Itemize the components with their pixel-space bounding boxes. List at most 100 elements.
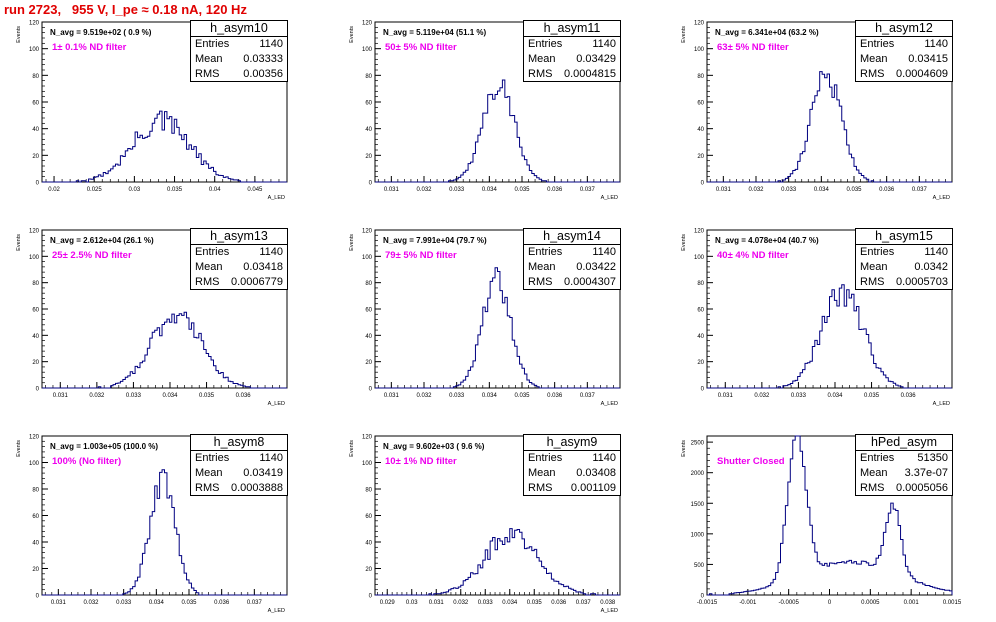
x-tick-label: 0.031 <box>429 600 445 606</box>
x-tick-label: 0.038 <box>600 600 616 606</box>
y-tick-label: 0 <box>36 387 40 393</box>
n-avg-label: N_avg = 6.341e+04 (63.2 %) <box>715 28 819 37</box>
x-tick-label: 0.035 <box>514 187 530 193</box>
x-tick-label: 0.035 <box>864 393 880 399</box>
y-tick-label: 100 <box>362 255 373 261</box>
y-tick-label: 80 <box>365 488 372 494</box>
x-tick-label: 0.031 <box>718 393 734 399</box>
x-tick-label: 0.032 <box>83 600 99 606</box>
stat-row: RMS 0.0004815 <box>524 67 620 82</box>
stat-row: Entries 1140 <box>191 245 287 260</box>
stat-label: Mean <box>528 467 556 479</box>
y-tick-label: 80 <box>697 74 704 80</box>
stat-label: Mean <box>860 53 888 65</box>
stat-value: 3.37e-07 <box>904 467 948 479</box>
stat-row: RMS 0.0006779 <box>191 275 287 290</box>
stats-box: h_asym11 Entries 1140 Mean 0.03429 RMS 0.00048… <box>523 20 621 82</box>
x-tick-label: 0.03 <box>129 187 141 193</box>
y-tick-label: 100 <box>362 461 373 467</box>
stat-label: RMS <box>860 482 885 494</box>
histogram-line <box>42 469 287 596</box>
stat-row: Entries 1140 <box>856 37 952 52</box>
stat-label: RMS <box>528 482 553 494</box>
filter-annotation: 100% (No filter) <box>52 456 122 467</box>
x-tick-label: 0.035 <box>167 187 183 193</box>
y-tick-label: 20 <box>697 154 704 160</box>
x-tick-label: 0.025 <box>87 187 103 193</box>
stat-value: 1140 <box>592 38 616 50</box>
n-avg-label: N_avg = 4.078e+04 (40.7 %) <box>715 236 819 245</box>
n-avg-label: N_avg = 2.612e+04 (26.1 %) <box>50 236 154 245</box>
x-tick-label: 0.036 <box>547 187 563 193</box>
stat-row: RMS 0.0005056 <box>856 481 952 496</box>
x-tick-label: 0.045 <box>247 187 263 193</box>
stats-box: hPed_asym Entries 51350 Mean 3.37e-07 RMS 0.00… <box>855 434 953 496</box>
stats-box: h_asym8 Entries 1140 Mean 0.03419 RMS 0.000388… <box>190 434 288 496</box>
x-tick-label: 0.033 <box>781 187 797 193</box>
filter-annotation: 79± 5% ND filter <box>385 250 457 261</box>
stat-row: RMS 0.00356 <box>191 67 287 82</box>
y-axis-title: Events <box>16 440 22 457</box>
x-tick-label: 0.036 <box>879 187 895 193</box>
y-tick-label: 80 <box>32 281 39 287</box>
x-axis-title: A_LED <box>601 608 618 614</box>
y-tick-label: 20 <box>365 567 372 573</box>
y-tick-label: 40 <box>365 541 372 547</box>
x-tick-label: 0.001 <box>904 600 920 606</box>
stats-box: h_asym15 Entries 1140 Mean 0.0342 RMS 0.000570… <box>855 228 953 290</box>
stat-label: RMS <box>195 482 220 494</box>
stat-value: 0.0005056 <box>896 482 948 494</box>
stats-box: h_asym13 Entries 1140 Mean 0.03418 RMS 0.00067… <box>190 228 288 290</box>
x-tick-label: 0.032 <box>754 393 770 399</box>
x-tick-label: 0.033 <box>116 600 132 606</box>
y-tick-label: 80 <box>365 74 372 80</box>
y-axis-title: Events <box>349 234 355 251</box>
y-tick-label: 60 <box>365 308 372 314</box>
histogram-name: hPed_asym <box>856 435 952 451</box>
y-tick-label: 2000 <box>691 471 705 477</box>
y-tick-label: 40 <box>697 127 704 133</box>
x-tick-label: 0.033 <box>449 187 465 193</box>
n-avg-label: N_avg = 7.991e+04 (79.7 %) <box>383 236 487 245</box>
y-tick-label: 20 <box>365 360 372 366</box>
stat-label: Entries <box>528 38 563 50</box>
x-tick-label: 0.032 <box>416 187 432 193</box>
filter-annotation: 50± 5% ND filter <box>385 42 457 53</box>
stats-box: h_asym10 Entries 1140 Mean 0.03333 RMS 0.00356 <box>190 20 288 82</box>
histogram-name: h_asym9 <box>524 435 620 451</box>
x-tick-label: 0.037 <box>576 600 592 606</box>
stat-value: 1140 <box>592 246 616 258</box>
x-tick-label: 0.036 <box>901 393 917 399</box>
y-tick-label: 100 <box>694 47 705 53</box>
stat-value: 0.0003888 <box>231 482 283 494</box>
stat-value: 0.001109 <box>570 482 616 494</box>
y-tick-label: 100 <box>362 47 373 53</box>
y-tick-label: 80 <box>32 488 39 494</box>
x-tick-label: 0.034 <box>162 393 178 399</box>
x-tick-label: 0.035 <box>514 393 530 399</box>
y-tick-label: 2500 <box>691 441 705 447</box>
y-tick-label: 120 <box>362 435 373 441</box>
x-tick-label: 0.036 <box>547 393 563 399</box>
x-tick-label: 0.031 <box>384 187 400 193</box>
y-axis-title: Events <box>681 234 687 251</box>
y-tick-label: 100 <box>29 47 40 53</box>
y-tick-label: 40 <box>697 334 704 340</box>
x-axis-title: A_LED <box>268 195 285 201</box>
stat-label: Entries <box>195 246 230 258</box>
x-tick-label: 0.034 <box>482 187 498 193</box>
y-tick-label: 120 <box>694 21 705 27</box>
x-tick-label: 0.03 <box>406 600 418 606</box>
stat-value: 51350 <box>917 452 948 464</box>
y-tick-label: 120 <box>29 21 40 27</box>
stat-row: RMS 0.0004609 <box>856 67 952 82</box>
histogram-line <box>375 528 620 596</box>
stat-row: Mean 0.03429 <box>524 52 620 67</box>
y-tick-label: 60 <box>697 308 704 314</box>
stat-value: 0.0004815 <box>564 68 616 80</box>
y-tick-label: 0 <box>701 181 705 187</box>
y-tick-label: 40 <box>32 334 39 340</box>
x-tick-label: -0.0005 <box>778 600 799 606</box>
stat-label: Entries <box>528 246 563 258</box>
